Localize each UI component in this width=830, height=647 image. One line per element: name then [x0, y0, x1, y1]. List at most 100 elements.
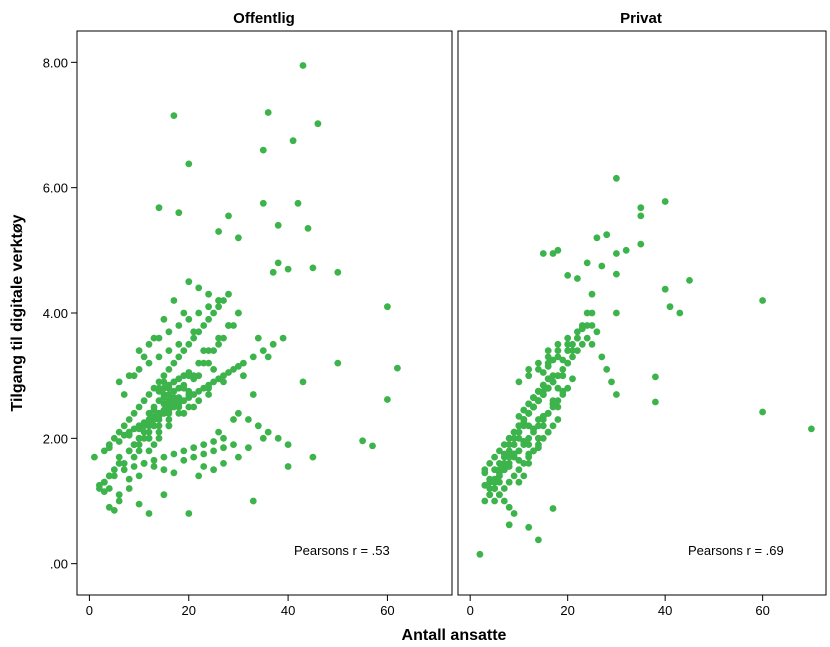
data-point [220, 378, 227, 386]
data-point [160, 453, 168, 461]
data-point [130, 453, 138, 461]
data-point [190, 453, 198, 461]
data-point [135, 422, 143, 430]
data-point [491, 475, 498, 483]
data-point [515, 422, 523, 430]
data-point [491, 453, 498, 461]
data-point [559, 372, 567, 380]
data-point [500, 441, 508, 448]
data-point [574, 275, 581, 282]
data-point [195, 397, 203, 405]
panel-frame-offentlig [76, 30, 453, 596]
data-point [155, 409, 163, 417]
data-point [115, 497, 123, 505]
data-point [359, 437, 366, 445]
data-point [210, 309, 218, 317]
data-point [544, 409, 552, 417]
y-tick-label: 6.00 [43, 181, 68, 196]
data-point [155, 353, 163, 361]
data-point [175, 353, 183, 361]
data-point [269, 268, 277, 276]
data-point [554, 397, 562, 405]
data-point [481, 481, 489, 489]
data-point [759, 408, 766, 416]
data-point [530, 425, 537, 433]
data-point [264, 109, 272, 116]
data-point [165, 422, 173, 430]
data-point [254, 422, 262, 430]
data-point [125, 447, 133, 455]
data-point [210, 466, 218, 474]
data-point [259, 199, 267, 207]
data-point [145, 416, 153, 423]
data-point [125, 485, 133, 492]
data-point [160, 394, 168, 401]
data-point [155, 204, 163, 212]
data-point [145, 391, 153, 398]
data-point [225, 290, 232, 298]
data-point [155, 387, 163, 395]
data-point [225, 212, 232, 220]
data-point [240, 359, 247, 367]
data-point [180, 409, 188, 417]
data-point [185, 510, 193, 517]
data-point [180, 397, 188, 405]
data-point [135, 472, 143, 480]
data-point [100, 488, 108, 495]
data-point [135, 366, 143, 373]
data-point [120, 422, 128, 430]
data-point [549, 372, 557, 380]
data-point [155, 428, 163, 436]
data-point [588, 290, 596, 298]
data-point [613, 250, 620, 257]
data-point [220, 460, 227, 467]
data-point [175, 209, 183, 217]
data-point [613, 391, 620, 398]
data-point [564, 340, 572, 348]
data-point [515, 447, 523, 455]
data-point [160, 491, 168, 499]
data-point [530, 447, 537, 455]
data-point [554, 353, 562, 361]
data-point [230, 416, 237, 423]
data-point [145, 340, 153, 348]
data-point [135, 347, 143, 354]
data-point [249, 497, 257, 505]
data-point [130, 409, 138, 417]
data-point [569, 375, 576, 383]
data-point [175, 394, 183, 401]
y-axis-title: Tilgang til digitale verktøy [9, 214, 26, 411]
data-point [205, 303, 213, 311]
data-point [155, 334, 163, 342]
data-point [205, 381, 213, 389]
data-point [299, 378, 307, 386]
data-point [190, 328, 198, 336]
data-point [588, 322, 596, 329]
data-point [496, 447, 503, 455]
data-point [535, 434, 542, 442]
data-point [170, 359, 178, 367]
data-point [245, 416, 252, 423]
data-point [185, 403, 193, 411]
data-point [574, 328, 581, 336]
data-point [200, 450, 208, 458]
data-point [195, 387, 203, 395]
data-point [125, 428, 133, 436]
data-point [125, 416, 133, 423]
data-point [569, 340, 576, 348]
data-point [110, 507, 118, 514]
points-offentlig [91, 62, 401, 517]
data-point [284, 441, 292, 448]
data-point [525, 422, 533, 430]
data-point [520, 406, 528, 414]
data-point [539, 381, 547, 389]
data-point [230, 366, 237, 373]
data-point [554, 340, 562, 348]
data-point [535, 397, 542, 405]
data-point [135, 447, 143, 455]
data-point [105, 503, 113, 511]
data-point [225, 369, 232, 376]
data-point [583, 309, 591, 317]
data-point [185, 340, 193, 348]
data-point [309, 453, 317, 461]
